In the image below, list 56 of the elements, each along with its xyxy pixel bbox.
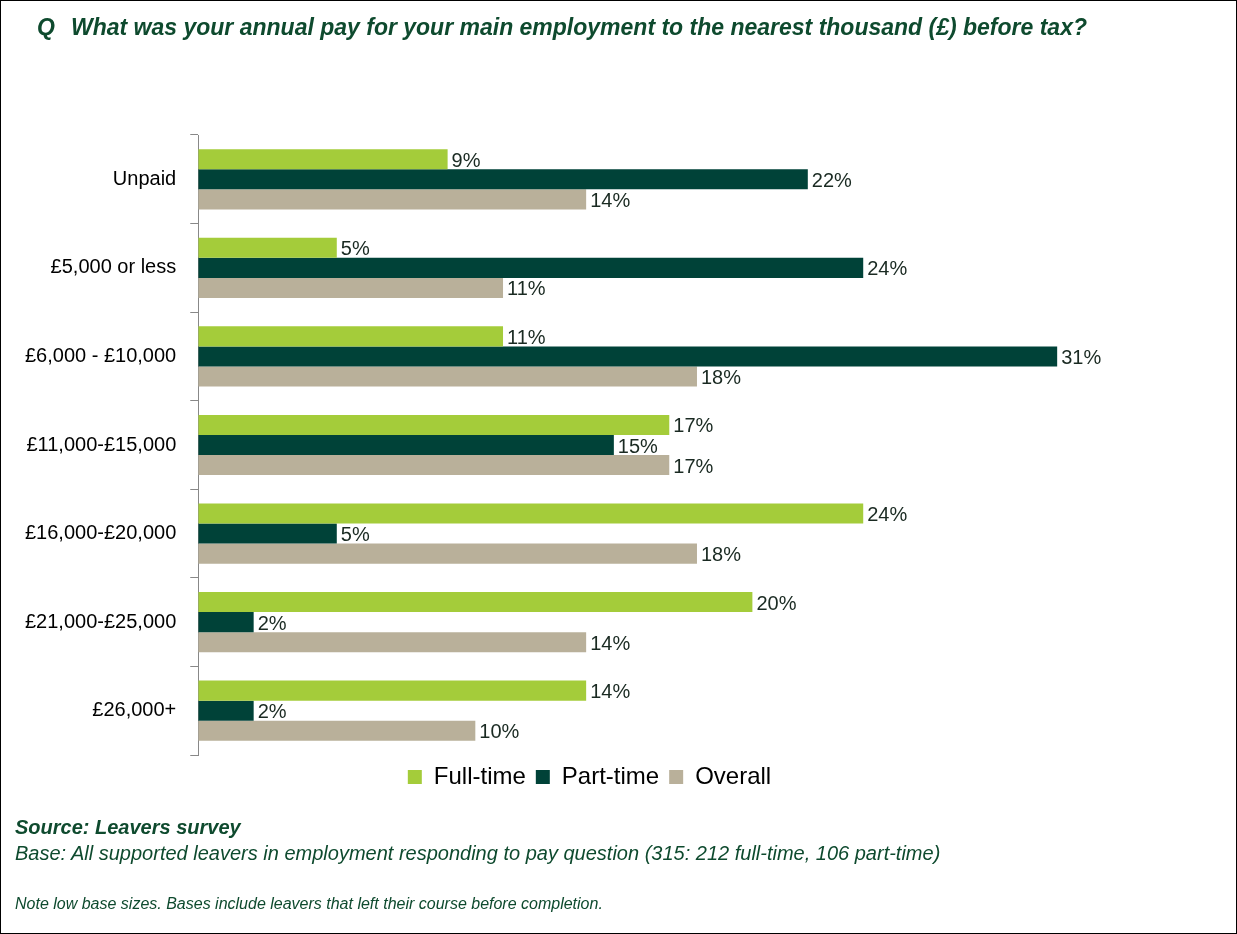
data-label: 31% xyxy=(1061,345,1102,368)
y-tick-label: £16,000-£20,000 xyxy=(25,521,177,544)
bar xyxy=(198,455,670,476)
bar xyxy=(198,149,448,170)
data-label: 17% xyxy=(673,454,714,477)
bar xyxy=(198,326,504,347)
bar xyxy=(198,434,614,456)
data-label: 5% xyxy=(340,523,370,546)
data-label: 10% xyxy=(479,720,520,743)
text: Base: All supported leavers in employment responding to pay question (315: 212 full-time, 106 part-time) xyxy=(15,841,942,866)
legend-label: Full-time xyxy=(433,761,526,789)
chart-title: Q What was your annual pay for your main employment to the nearest thousand (£) before tax? xyxy=(37,13,1088,42)
data-label: 18% xyxy=(700,366,742,389)
bar xyxy=(198,592,753,613)
legend-label: Overall xyxy=(695,761,772,789)
text: Note low base sizes. Bases include leavers that left their course before completion. xyxy=(15,894,604,914)
data-label: 20% xyxy=(756,591,797,614)
bar xyxy=(198,169,808,190)
y-tick-label: £11,000-£15,000 xyxy=(26,432,177,455)
data-label: 9% xyxy=(451,148,481,171)
legend-label: Part-time xyxy=(561,761,660,789)
data-label: 5% xyxy=(340,237,370,260)
y-tick-label: £5,000 or less xyxy=(50,255,177,278)
data-label: 18% xyxy=(700,543,742,566)
bar xyxy=(198,680,587,701)
data-label: 22% xyxy=(811,168,853,191)
data-label: 15% xyxy=(617,434,659,457)
bar xyxy=(198,523,337,544)
bar xyxy=(198,277,504,298)
bar xyxy=(198,257,864,278)
bar xyxy=(198,632,587,653)
source-note: Source: Leavers survey xyxy=(15,815,243,840)
bar xyxy=(198,612,254,633)
data-label: 2% xyxy=(257,611,287,634)
y-tick-label: £21,000-£25,000 xyxy=(25,609,177,632)
data-label: 11% xyxy=(507,325,546,348)
data-label: 24% xyxy=(867,503,908,526)
bar xyxy=(198,503,864,524)
y-tick-label: £26,000+ xyxy=(92,698,177,721)
data-label: 11% xyxy=(507,277,546,300)
data-label: 14% xyxy=(590,631,631,654)
bar xyxy=(198,700,254,721)
data-label: 24% xyxy=(867,257,908,280)
data-label: 14% xyxy=(590,188,631,211)
y-tick-label: £6,000 - £10,000 xyxy=(25,343,177,366)
bar xyxy=(198,543,697,564)
bar xyxy=(198,189,587,210)
data-label: 14% xyxy=(590,680,631,703)
y-tick-label: Unpaid xyxy=(112,166,177,189)
bar xyxy=(198,237,337,258)
bar xyxy=(198,720,476,741)
bar xyxy=(198,414,670,435)
bar xyxy=(198,346,1058,367)
data-label: 17% xyxy=(673,414,714,437)
data-label: 2% xyxy=(257,700,287,723)
bar xyxy=(198,366,697,387)
